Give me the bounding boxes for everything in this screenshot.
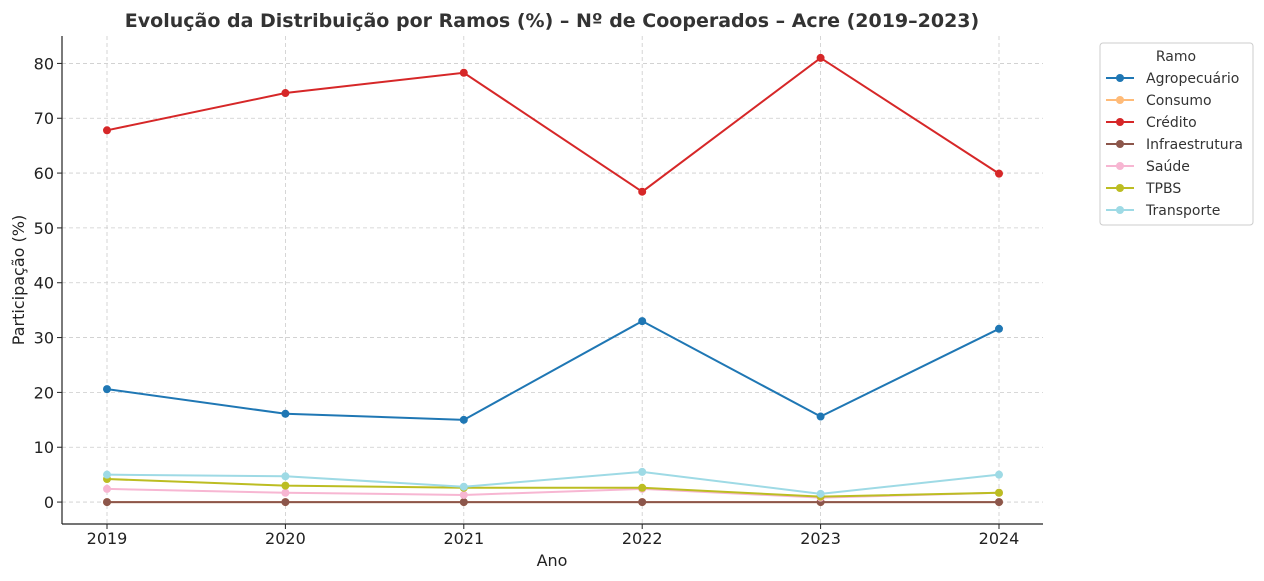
legend: Ramo Agropecuário Consumo Crédito Infraestr…: [1099, 42, 1254, 226]
grid: [62, 36, 1043, 524]
legend-label: TPBS: [1145, 181, 1181, 197]
data-point: [995, 169, 1003, 178]
data-point: [995, 324, 1003, 333]
series-agropecuário: [103, 317, 1003, 424]
y-tick-label: 40: [34, 274, 54, 293]
legend-swatch-marker: [1116, 118, 1124, 126]
legend-label: Crédito: [1146, 115, 1197, 131]
data-point: [995, 470, 1003, 479]
y-tick-label: 80: [34, 54, 54, 73]
legend-box: [1099, 42, 1254, 226]
y-tick-label: 30: [34, 329, 54, 348]
x-tick-label: 2023: [800, 529, 841, 548]
data-point: [816, 412, 825, 421]
series-crédito: [103, 53, 1003, 196]
data-point: [103, 126, 111, 135]
data-point: [281, 89, 290, 98]
data-point: [638, 498, 647, 507]
legend-label: Transporte: [1145, 203, 1220, 219]
y-tick-label: 0: [44, 493, 54, 512]
series-lines: [103, 53, 1003, 507]
x-tick-label: 2020: [265, 529, 306, 548]
legend-swatch-marker: [1116, 162, 1124, 170]
data-point: [638, 483, 647, 492]
legend-item: Crédito: [1106, 115, 1197, 131]
data-point: [816, 489, 825, 498]
legend-swatch-marker: [1116, 74, 1124, 82]
data-point: [638, 467, 647, 476]
legend-label: Saúde: [1146, 159, 1190, 175]
x-axis-label: Ano: [537, 551, 568, 570]
data-point: [103, 385, 111, 394]
data-point: [638, 187, 647, 196]
series-line: [106, 470, 1000, 495]
data-point: [281, 481, 290, 490]
series-infraestrutura: [103, 498, 1003, 507]
data-point: [459, 490, 468, 499]
data-point: [459, 415, 468, 424]
legend-item: Transporte: [1106, 203, 1220, 219]
data-point: [281, 488, 290, 497]
data-point: [995, 488, 1003, 497]
axis-ticks: 0 10 20 30 40 50 60 70 80 2019 2020 2021 2022 2023 202…: [34, 54, 1020, 548]
data-point: [995, 498, 1003, 507]
y-tick-label: 70: [34, 109, 54, 128]
y-axis-label: Participação (%): [9, 215, 28, 345]
data-point: [103, 470, 111, 479]
data-point: [281, 498, 290, 507]
data-point: [816, 53, 825, 62]
legend-swatch-marker: [1116, 96, 1124, 104]
y-tick-label: 60: [34, 164, 54, 183]
x-tick-label: 2022: [622, 529, 663, 548]
legend-items: Agropecuário Consumo Crédito Infraestrutura…: [1106, 71, 1243, 219]
x-tick-label: 2019: [87, 529, 128, 548]
data-point: [281, 472, 290, 481]
data-point: [103, 498, 111, 507]
series-transporte: [103, 467, 1003, 498]
y-tick-label: 50: [34, 219, 54, 238]
data-point: [459, 68, 468, 77]
series-line: [106, 56, 1000, 193]
legend-title: Ramo: [1156, 49, 1196, 65]
data-point: [103, 484, 111, 493]
series-line: [106, 319, 1000, 421]
legend-swatch-marker: [1116, 140, 1124, 148]
series-line: [106, 478, 1000, 498]
legend-item: Saúde: [1106, 159, 1190, 175]
legend-label: Infraestrutura: [1146, 137, 1243, 153]
y-tick-label: 20: [34, 383, 54, 402]
data-point: [459, 482, 468, 491]
legend-item: Agropecuário: [1106, 71, 1239, 87]
legend-swatch-marker: [1116, 206, 1124, 214]
legend-item: Infraestrutura: [1106, 137, 1243, 153]
x-tick-label: 2024: [979, 529, 1020, 548]
x-tick-label: 2021: [443, 529, 484, 548]
legend-item: Consumo: [1106, 93, 1212, 109]
data-point: [281, 409, 290, 418]
chart-title: Evolução da Distribuição por Ramos (%) –…: [125, 10, 979, 32]
legend-swatch-marker: [1116, 184, 1124, 192]
data-point: [638, 317, 647, 326]
y-tick-label: 10: [34, 438, 54, 457]
data-point: [459, 498, 468, 507]
legend-label: Agropecuário: [1146, 71, 1239, 87]
legend-label: Consumo: [1146, 93, 1212, 109]
legend-item: TPBS: [1106, 181, 1181, 197]
